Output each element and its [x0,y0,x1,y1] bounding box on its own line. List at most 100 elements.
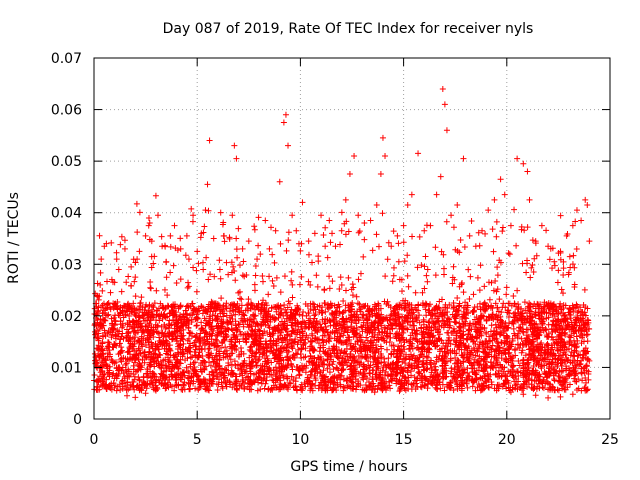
roti-point [519,321,526,328]
roti-point [533,252,540,259]
roti-point [233,347,240,354]
roti-point [435,356,442,363]
roti-point [322,308,329,315]
roti-point [465,266,472,273]
roti-point [488,345,495,352]
roti-point [356,228,363,235]
roti-point [441,320,448,327]
roti-point [558,306,565,313]
roti-point [381,372,388,379]
roti-point [147,359,154,366]
roti-point [162,356,169,363]
roti-point [392,370,399,377]
roti-point [136,376,143,383]
roti-point [561,330,568,337]
roti-point [352,358,359,365]
roti-point [465,343,472,350]
roti-point [165,303,172,310]
roti-point [580,354,587,361]
roti-point [577,351,584,358]
roti-point [414,264,421,271]
roti-point [108,239,115,246]
roti-point [386,330,393,337]
roti-point [460,289,467,296]
roti-point [468,218,475,225]
roti-point [153,317,160,324]
roti-point [315,253,322,260]
roti-point [574,309,581,316]
roti-point [221,238,228,245]
roti-point [551,367,558,374]
roti-point [336,303,343,310]
roti-point [216,356,223,363]
roti-point [421,367,428,374]
roti-point [378,381,385,388]
roti-point [276,386,283,393]
roti-point [137,306,144,313]
roti-point [584,386,591,393]
roti-point [288,373,295,380]
roti-point [131,311,138,318]
roti-point [585,376,592,383]
roti-point [294,329,301,336]
roti-point [440,374,447,381]
roti-point [492,321,499,328]
roti-point [129,378,136,385]
roti-point [386,316,393,323]
roti-point [382,383,389,390]
roti-point [170,352,177,359]
roti-point [577,304,584,311]
roti-point [348,362,355,369]
roti-point [138,294,145,301]
roti-point [322,348,329,355]
roti-point [281,273,288,280]
roti-point [226,378,233,385]
roti-point [518,223,525,230]
roti-point [365,358,372,365]
roti-point [106,347,113,354]
roti-point [284,304,291,311]
roti-point [232,311,239,318]
roti-point [466,295,473,302]
roti-point [503,332,510,339]
roti-point [237,331,244,338]
roti-point [223,305,230,312]
roti-point [523,326,530,333]
roti-point [253,349,260,356]
roti-point [238,367,245,374]
roti-point [379,375,386,382]
roti-point [529,384,536,391]
roti-point [324,329,331,336]
roti-point [369,373,376,380]
roti-point [139,312,146,319]
roti-point [480,368,487,375]
roti-point [279,326,286,333]
roti-point [236,309,243,316]
roti-point [103,376,110,383]
roti-point [119,304,126,311]
roti-point [335,336,342,343]
roti-point [399,288,406,295]
roti-point [522,361,529,368]
roti-point [529,262,536,269]
roti-point [395,240,402,247]
roti-point [232,343,239,350]
roti-point [244,330,251,337]
roti-point [566,305,573,312]
roti-point [114,299,121,306]
roti-point [193,314,200,321]
roti-point [142,342,149,349]
roti-point [370,380,377,387]
roti-point [564,322,571,329]
roti-point [222,379,229,386]
roti-point [420,363,427,370]
roti-point [477,262,484,269]
roti-point [494,264,501,271]
roti-point [288,312,295,319]
roti-point [471,307,478,314]
roti-point [195,386,202,393]
roti-point [464,384,471,391]
roti-point [258,301,265,308]
roti-point [147,285,154,292]
roti-point [284,341,291,348]
